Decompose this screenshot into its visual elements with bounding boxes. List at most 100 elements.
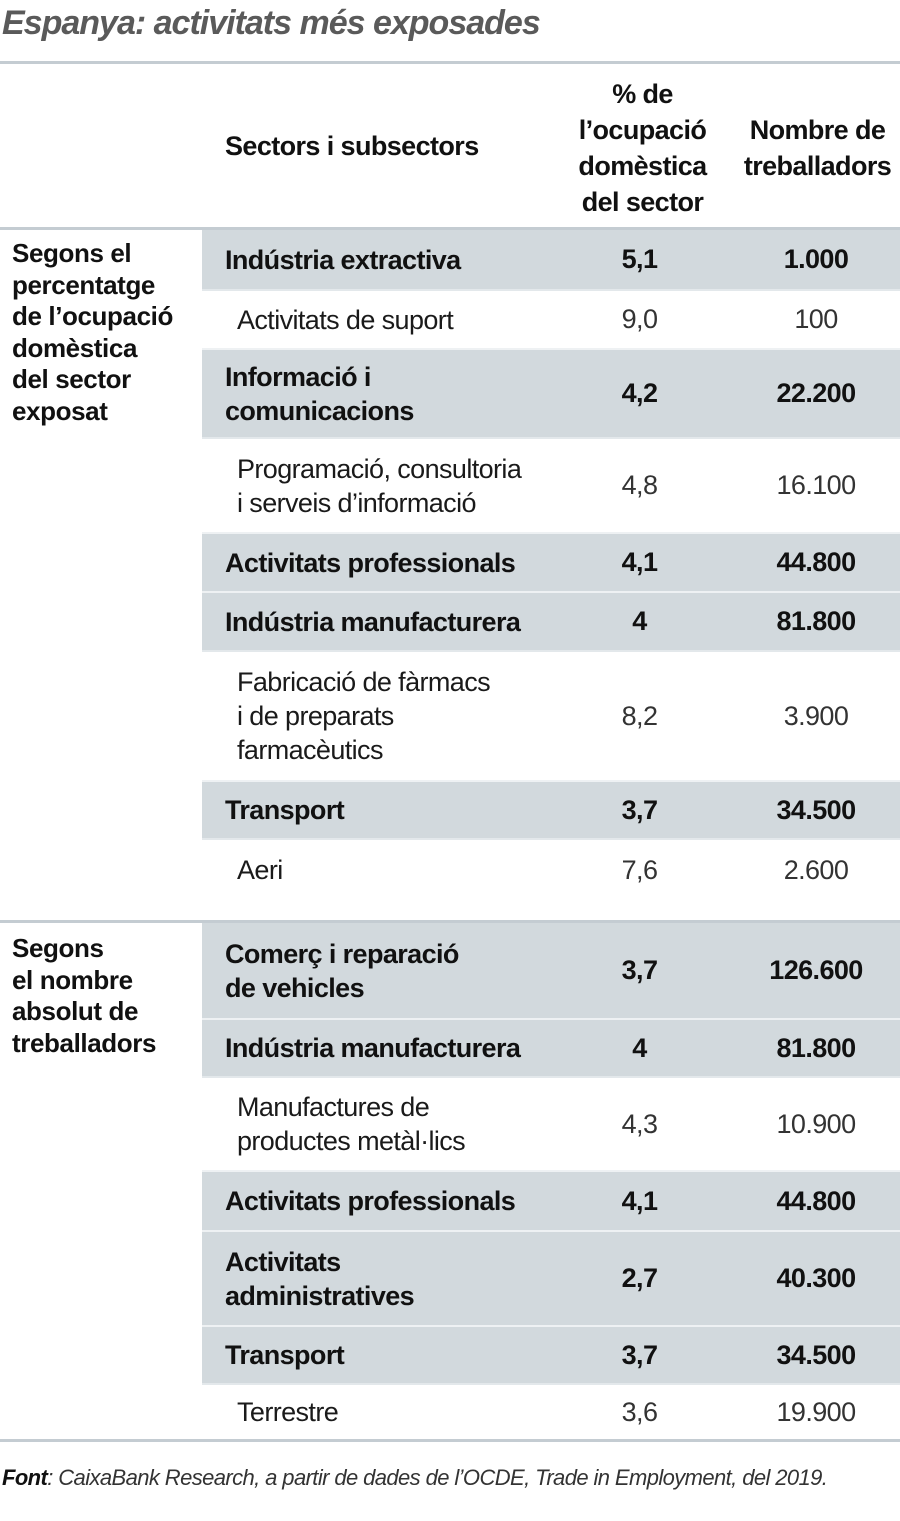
row-workers: 81.800 bbox=[776, 606, 857, 636]
row-pct: 4,1 bbox=[621, 547, 658, 577]
table-row: Transport 3,7 34.500 bbox=[202, 1325, 900, 1383]
row-name-line: Indústria manufacturera bbox=[225, 606, 521, 637]
row-workers: 2.600 bbox=[783, 854, 849, 885]
row-pct: 2,7 bbox=[621, 1263, 658, 1293]
row-name-line: Comerç i reparació bbox=[225, 938, 459, 969]
column-header-sector: Sectors i subsectors bbox=[225, 131, 479, 161]
row-pct: 4,2 bbox=[621, 378, 658, 408]
row-pct: 4 bbox=[632, 1032, 647, 1063]
title-rule bbox=[0, 61, 900, 64]
row-pct: 9,0 bbox=[621, 304, 658, 334]
row-name: Activitats professionals bbox=[202, 546, 547, 580]
row-name-line: Activitats professionals bbox=[225, 1186, 516, 1216]
row-name: Manufactures de productes metàl·lics bbox=[202, 1090, 547, 1158]
row-name: Comerç i reparació de vehicles bbox=[202, 937, 547, 1005]
table-bottom-rule bbox=[0, 1439, 900, 1442]
row-name: Transport bbox=[202, 1338, 547, 1372]
table-row: Activitats de suport 9,0 100 bbox=[202, 289, 900, 348]
row-workers: 34.500 bbox=[776, 1339, 857, 1370]
group-label-line: percentatge bbox=[12, 269, 155, 300]
row-workers: 19.900 bbox=[776, 1396, 857, 1427]
row-name-line: productes metàl·lics bbox=[237, 1126, 466, 1156]
row-workers: 1.000 bbox=[783, 244, 849, 274]
table-row: Programació, consultoria i serveis d’inf… bbox=[202, 437, 900, 532]
table-row: Activitats professionals 4,1 44.800 bbox=[202, 532, 900, 591]
row-name-line: administratives bbox=[225, 1280, 415, 1311]
page-title: Espanya: activitats més exposades bbox=[2, 4, 541, 42]
group-label-line: Segons el bbox=[12, 238, 132, 268]
table-row: Comerç i reparació de vehicles 3,7 126.6… bbox=[202, 923, 900, 1018]
row-workers: 10.900 bbox=[776, 1108, 857, 1139]
group-separator-rule bbox=[0, 920, 900, 923]
row-name-line: Informació i bbox=[225, 361, 371, 392]
row-workers: 126.600 bbox=[769, 955, 863, 985]
row-name-line: Programació, consultoria bbox=[237, 453, 522, 484]
column-header-pct-line: del sector bbox=[581, 187, 704, 217]
row-name: Terrestre bbox=[202, 1395, 547, 1429]
group-label-line: absolut de bbox=[12, 996, 139, 1026]
source-label: Font bbox=[2, 1465, 48, 1490]
row-name-line: i serveis d’informació bbox=[237, 487, 476, 518]
row-name: Aeri bbox=[202, 853, 547, 887]
table-row: Terrestre 3,6 19.900 bbox=[202, 1383, 900, 1439]
row-name: Fabricació de fàrmacs i de preparats far… bbox=[202, 665, 547, 767]
row-pct: 4,8 bbox=[621, 470, 658, 500]
row-workers: 16.100 bbox=[776, 470, 857, 500]
row-name: Activitats de suport bbox=[202, 303, 547, 337]
column-header-pct-line: l’ocupació bbox=[578, 115, 707, 145]
row-name: Indústria extractiva bbox=[202, 243, 547, 277]
row-name-line: Transport bbox=[225, 795, 345, 825]
group-label-line: de l’ocupació bbox=[12, 301, 173, 331]
row-name-line: Activitats bbox=[225, 1246, 341, 1277]
group-label-line: domèstica bbox=[12, 332, 138, 363]
table-row: Activitats professionals 4,1 44.800 bbox=[202, 1170, 900, 1230]
source-text: : CaixaBank Research, a partir de dades … bbox=[47, 1465, 828, 1490]
row-pct: 4,3 bbox=[621, 1108, 658, 1139]
row-name: Activitats professionals bbox=[202, 1184, 547, 1218]
row-name-line: Aeri bbox=[237, 855, 283, 885]
row-name-line: Transport bbox=[225, 1340, 345, 1370]
row-pct: 7,6 bbox=[621, 854, 658, 885]
table-row: Aeri 7,6 2.600 bbox=[202, 838, 900, 900]
group-label-line: el nombre bbox=[12, 964, 133, 995]
row-name-line: Indústria extractiva bbox=[225, 244, 461, 275]
row-workers: 81.800 bbox=[776, 1032, 857, 1063]
row-pct: 5,1 bbox=[621, 244, 658, 274]
row-workers: 22.200 bbox=[776, 378, 857, 408]
row-workers: 3.900 bbox=[783, 700, 849, 731]
group-label-line: treballadors bbox=[12, 1027, 157, 1058]
column-header-workers-line: Nombre de bbox=[749, 115, 886, 145]
column-header-pct: % de l’ocupació domèstica del sector bbox=[560, 76, 725, 220]
column-header-pct-line: % de bbox=[612, 79, 673, 109]
row-pct: 4,1 bbox=[621, 1185, 658, 1216]
group-label-line: Segons bbox=[12, 933, 104, 963]
row-name-line: de vehicles bbox=[225, 972, 365, 1003]
table-row: Indústria manufacturera 4 81.800 bbox=[202, 591, 900, 650]
header-rule bbox=[0, 227, 900, 230]
row-name-line: Activitats professionals bbox=[225, 547, 516, 578]
table-row: Activitats administratives 2,7 40.300 bbox=[202, 1230, 900, 1325]
row-name-line: i de preparats bbox=[237, 701, 394, 731]
row-workers: 40.300 bbox=[776, 1263, 857, 1293]
column-header-workers-line: treballadors bbox=[743, 151, 892, 181]
row-workers: 34.500 bbox=[776, 794, 857, 825]
row-name-line: Terrestre bbox=[237, 1397, 339, 1427]
row-pct: 3,7 bbox=[621, 794, 658, 825]
table-row: Transport 3,7 34.500 bbox=[202, 780, 900, 838]
group-label-percentage: Segons el percentatge de l’ocupació domè… bbox=[12, 238, 173, 427]
row-name: Activitats administratives bbox=[202, 1245, 547, 1313]
row-name-line: Indústria manufacturera bbox=[225, 1033, 521, 1063]
row-name-line: farmacèutics bbox=[237, 735, 383, 765]
row-pct: 3,6 bbox=[621, 1396, 658, 1427]
row-pct: 8,2 bbox=[621, 700, 658, 731]
row-workers: 44.800 bbox=[776, 1185, 857, 1216]
row-name: Transport bbox=[202, 793, 547, 827]
row-name-line: Manufactures de bbox=[237, 1092, 430, 1122]
source-note: Font: CaixaBank Research, a partir de da… bbox=[2, 1465, 828, 1491]
group-label-line: del sector bbox=[12, 364, 131, 394]
row-name: Indústria manufacturera bbox=[202, 605, 547, 639]
row-pct: 4 bbox=[632, 606, 647, 636]
table-row: Indústria extractiva 5,1 1.000 bbox=[202, 230, 900, 289]
row-name-line: comunicacions bbox=[225, 395, 414, 426]
row-pct: 3,7 bbox=[621, 955, 658, 985]
